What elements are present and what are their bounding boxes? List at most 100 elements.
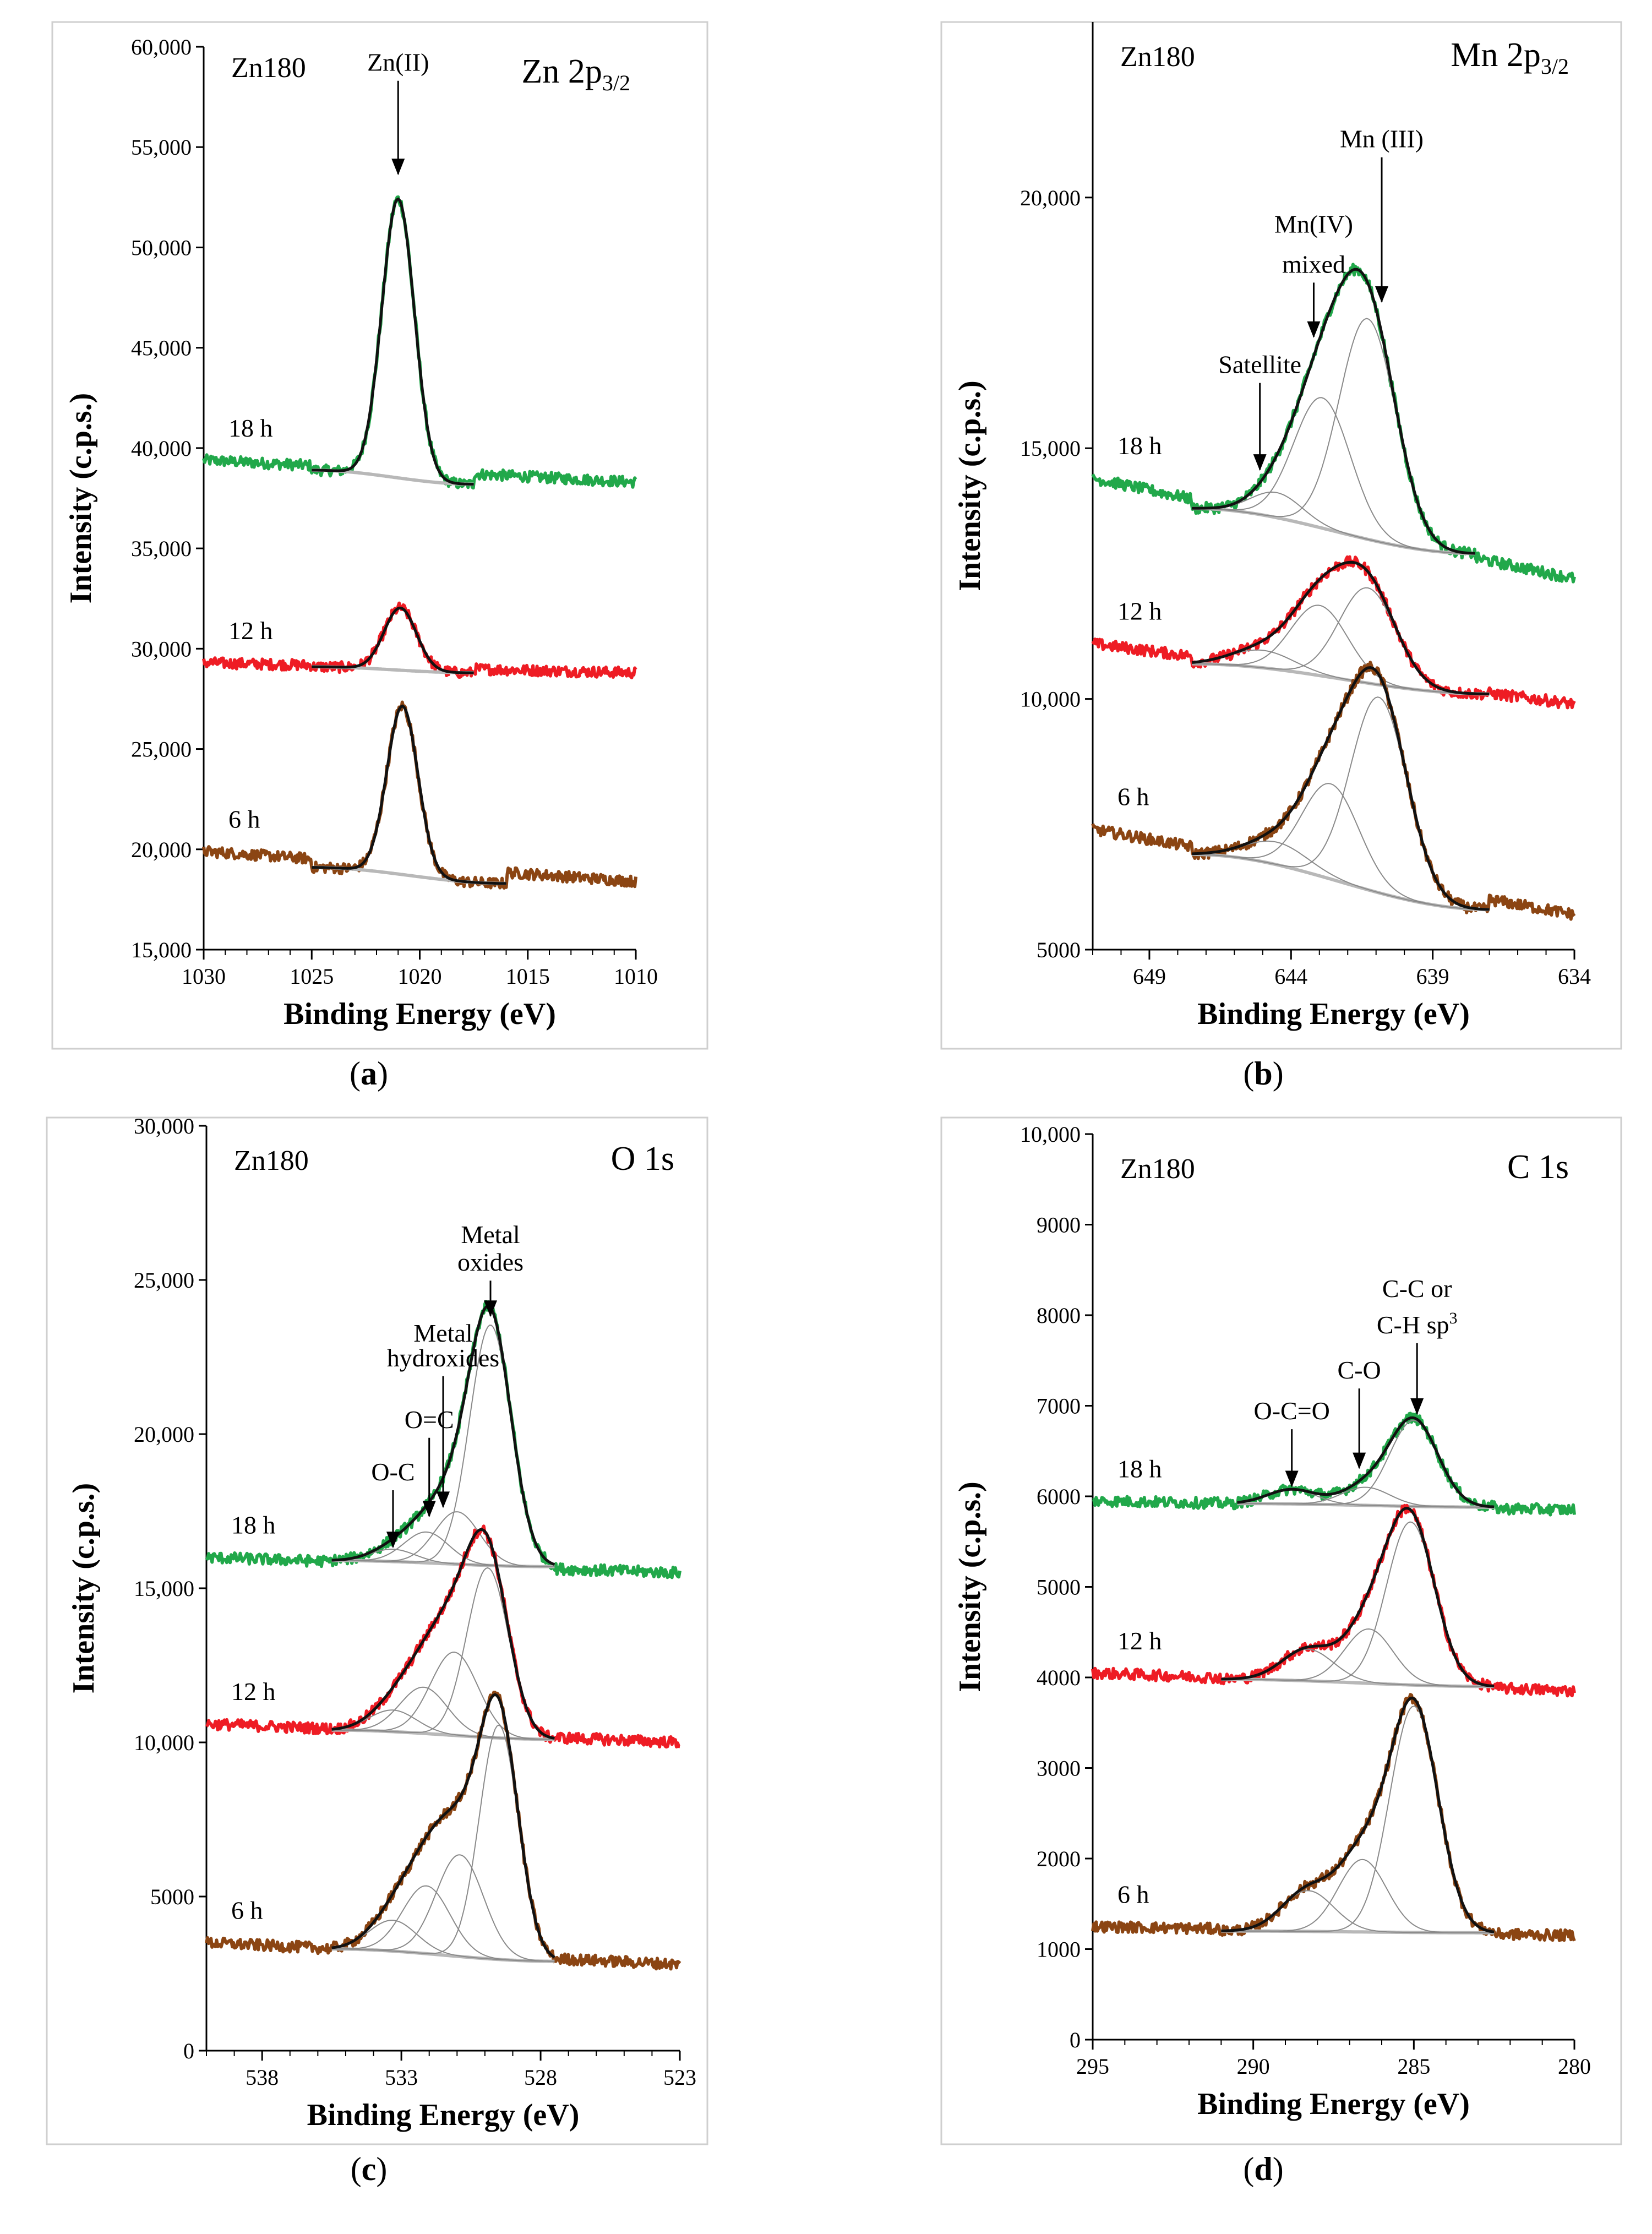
x-axis-label: Binding Energy (eV): [283, 997, 556, 1031]
annotation-text: C-C or: [1382, 1274, 1452, 1303]
region-label: C 1s: [1507, 1148, 1569, 1186]
component-peak: [331, 1652, 555, 1740]
x-tick-label: 1010: [614, 964, 658, 989]
x-tick-label: 634: [1558, 964, 1591, 989]
y-tick-label: 4000: [1037, 1665, 1081, 1690]
y-tick-label: 0: [183, 2039, 194, 2063]
panel-b: 5000 10,000 15,000 20,000 649 644 639 634 Bindin…: [940, 21, 1622, 1050]
series-label: 18 h: [1117, 1454, 1162, 1483]
y-tick-label: 10,000: [134, 1730, 194, 1755]
raw-data-line: [205, 1691, 681, 1971]
y-axis-label: Intensity (c.p.s.): [953, 380, 987, 591]
panel-caption: (b): [1243, 1055, 1283, 1092]
annotation-label: Zn(II): [367, 48, 429, 77]
component-peak: [312, 198, 474, 485]
region-main: Mn 2p: [1451, 36, 1541, 74]
series-12h: 12 h: [202, 601, 637, 679]
series-18h: 18 h: [1091, 263, 1576, 584]
y-tick-label: 55,000: [131, 135, 192, 160]
fit-envelope: [331, 1528, 555, 1740]
y-tick-label: 0: [1070, 2028, 1081, 2052]
fit-envelope: [312, 607, 474, 674]
annotation-label: Mn (III): [1340, 125, 1424, 153]
region-label: Zn 2p3/2: [522, 53, 631, 95]
y-tick-label: 45,000: [131, 336, 192, 361]
annotation-text: hydroxides: [387, 1344, 499, 1372]
x-tick-label: 280: [1558, 2054, 1591, 2079]
panel-c: 0 5000 10,000 15,000 20,000 25,000 30,000 538 53…: [46, 1114, 708, 2145]
y-tick-label: 6000: [1037, 1484, 1081, 1509]
y-tick-label: 1000: [1037, 1937, 1081, 1962]
raw-data-line: [202, 601, 637, 679]
annotation-text: C-H sp: [1377, 1311, 1449, 1339]
caption-paren: (: [350, 1055, 361, 1092]
series-6h: 6 h: [202, 700, 637, 890]
fit-envelope: [1221, 1696, 1495, 1933]
series-6h: 6 h: [1091, 661, 1576, 921]
region-main: C 1s: [1507, 1148, 1569, 1186]
annotation-text: mixed: [1282, 250, 1345, 278]
y-tick-label: 10,000: [1020, 687, 1081, 712]
y-tick-label: 60,000: [131, 35, 192, 59]
x-tick-label: 639: [1416, 964, 1449, 989]
arrow-head: [1375, 286, 1388, 303]
annotation-label: Mn(IV): [1274, 210, 1353, 238]
component-peak: [1192, 649, 1490, 695]
arrow-head: [1253, 454, 1267, 471]
x-tick-label: 1025: [290, 964, 334, 989]
series-label: 12 h: [1117, 597, 1162, 625]
x-tick-label: 528: [524, 2065, 557, 2090]
series-6h: 6 h: [1091, 1693, 1576, 1942]
y-tick-label: 5000: [1037, 1575, 1081, 1600]
component-peak: [1192, 696, 1490, 910]
y-tick-label: 50,000: [131, 235, 192, 260]
annotation-label: O-C: [371, 1458, 415, 1486]
panel-caption: (c): [351, 2151, 388, 2187]
region-sub: 3/2: [602, 70, 630, 95]
x-axis-label: Binding Energy (eV): [1197, 2087, 1470, 2121]
x-tick-label: 644: [1274, 964, 1307, 989]
background-line: [331, 1728, 555, 1741]
region-sub: 3/2: [1541, 54, 1569, 79]
panel-caption: (d): [1243, 2151, 1283, 2187]
caption-letter: a: [361, 1055, 377, 1092]
caption-letter: d: [1254, 2151, 1272, 2187]
series-18h: 18 h: [202, 195, 637, 490]
region-label: Mn 2p3/2: [1451, 36, 1569, 79]
annotation-text: O-C=O: [1253, 1397, 1329, 1425]
fit-envelope: [1237, 1416, 1495, 1508]
caption-paren: (: [1243, 1055, 1254, 1092]
series-label: 6 h: [1117, 783, 1149, 811]
sample-label: Zn180: [1120, 41, 1195, 73]
y-tick-label: 3000: [1037, 1756, 1081, 1781]
y-tick-label: 8000: [1037, 1303, 1081, 1328]
x-axis-label: Binding Energy (eV): [1197, 997, 1470, 1031]
y-tick-label: 7000: [1037, 1394, 1081, 1419]
y-tick-label: 10,000: [1020, 1122, 1081, 1147]
y-tick-label: 2000: [1037, 1846, 1081, 1871]
y-tick-label: 20,000: [1020, 186, 1081, 210]
series-label: 12 h: [228, 617, 273, 645]
annotation-label: hydroxides: [387, 1344, 499, 1372]
x-tick-label: 1020: [398, 964, 442, 989]
component-peak: [331, 1854, 555, 1962]
caption-letter: b: [1254, 1055, 1272, 1092]
raw-data-line: [1091, 1503, 1576, 1698]
arrow-head: [1353, 1452, 1366, 1469]
y-tick-label: 30,000: [131, 636, 192, 661]
y-tick-label: 25,000: [134, 1268, 194, 1293]
annotation-text: O=C: [405, 1405, 454, 1434]
x-tick-label: 1030: [182, 964, 226, 989]
fit-envelope: [1191, 666, 1490, 911]
region-main: Zn 2p: [522, 53, 602, 90]
annotation-label: C-H sp3: [1377, 1309, 1458, 1339]
annotation-label: C-C or: [1382, 1274, 1452, 1303]
y-tick-label: 25,000: [131, 737, 192, 762]
y-tick-label: 40,000: [131, 436, 192, 461]
fit-envelope: [331, 1693, 555, 1959]
fit-envelope: [312, 197, 474, 486]
component-peak: [331, 1709, 555, 1740]
x-tick-label: 295: [1076, 2054, 1109, 2079]
panel-frame: [940, 21, 1622, 1050]
